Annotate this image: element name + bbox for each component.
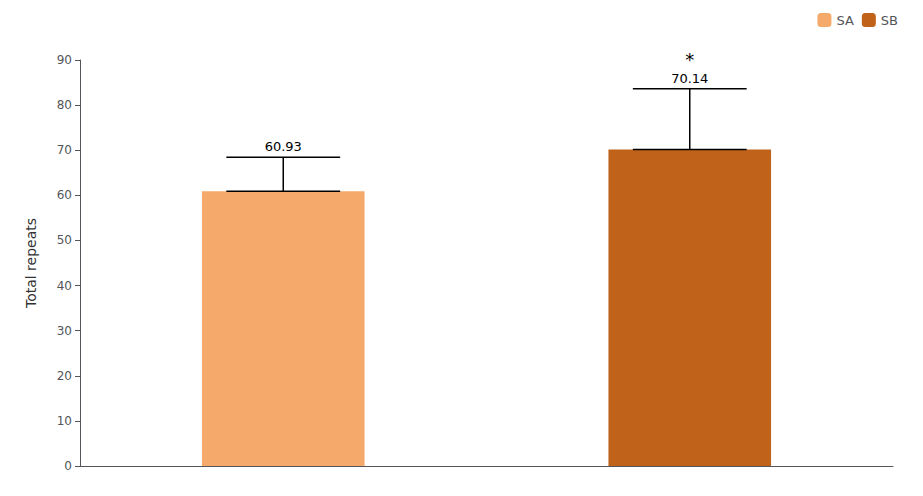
svg-text:50: 50 [57, 233, 72, 247]
svg-text:60: 60 [57, 188, 72, 202]
svg-text:*: * [685, 49, 694, 70]
svg-text:SB: SB [881, 13, 898, 28]
svg-text:70.14: 70.14 [671, 71, 708, 86]
svg-text:30: 30 [57, 324, 72, 338]
svg-text:60.93: 60.93 [265, 139, 302, 154]
svg-text:70: 70 [57, 143, 72, 157]
svg-text:SA: SA [836, 13, 853, 28]
svg-text:10: 10 [57, 414, 72, 428]
svg-text:20: 20 [57, 369, 72, 383]
svg-text:0: 0 [64, 459, 72, 473]
svg-text:90: 90 [57, 53, 72, 67]
svg-text:40: 40 [57, 279, 72, 293]
svg-text:80: 80 [57, 98, 72, 112]
svg-text:Total repeats: Total repeats [23, 218, 39, 309]
